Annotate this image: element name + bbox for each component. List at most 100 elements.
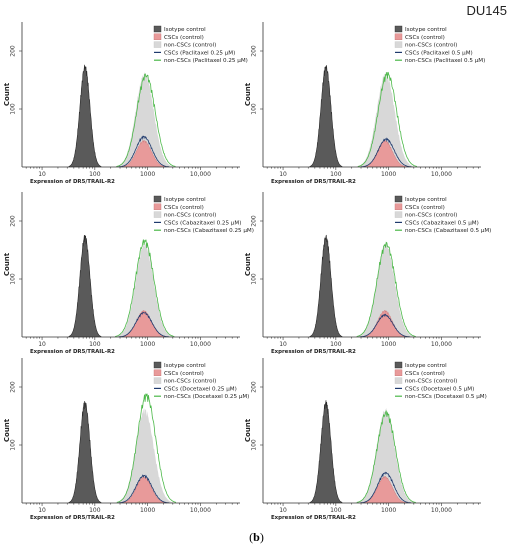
figure-caption: (b) (249, 530, 264, 544)
legend-swatch (394, 41, 403, 48)
x-axis-label: Expression of DR5/TRAIL-R2 (271, 179, 356, 185)
legend-swatch (394, 369, 403, 377)
x-tick-label: 10,000 (190, 507, 211, 514)
histogram-grid: 10 100 1000 10,000 100 200 Count Expression of … (3, 22, 491, 521)
legend-label: CSCs (control) (164, 35, 204, 41)
series-csc-treated (360, 471, 411, 503)
legend-label: Isotype control (405, 363, 447, 369)
panel-label: b (253, 530, 260, 544)
y-tick-label: 200 (10, 381, 17, 393)
x-tick-label: 1000 (140, 507, 155, 514)
x-axis-label: Expression of DR5/TRAIL-R2 (271, 349, 356, 355)
legend: Isotype control CSCs (control) non-CSCs (c… (153, 25, 248, 64)
legend-label: non-CSCs (control) (164, 213, 216, 219)
series-noncsc-treated (115, 239, 175, 337)
plot-area (309, 65, 418, 167)
legend-label: non-CSCs (Paclitaxel 0.5 μM) (405, 58, 485, 64)
legend-swatch (394, 211, 403, 218)
legend-label: Isotype control (405, 197, 447, 203)
x-tick-label: 1000 (381, 171, 396, 178)
x-tick-label: 10 (279, 507, 287, 514)
plot-area (68, 234, 175, 337)
legend-label: Isotype control (164, 27, 206, 33)
legend-swatch (153, 377, 162, 384)
x-tick-label: 1000 (381, 507, 396, 514)
y-axis-label: Count (3, 418, 11, 442)
plot-area (68, 64, 176, 167)
legend-label: non-CSCs (Paclitaxel 0.25 μM) (164, 58, 248, 64)
x-axis-label: Expression of DR5/TRAIL-R2 (30, 515, 115, 521)
series-noncsc-control (116, 242, 174, 337)
y-tick-label: 100 (10, 103, 17, 115)
x-tick-label: 10 (38, 171, 46, 178)
legend-swatch (153, 369, 162, 377)
x-tick-label: 10,000 (190, 341, 211, 348)
legend-swatch (153, 25, 162, 33)
legend-label: Isotype control (164, 197, 206, 203)
series-csc-control (361, 475, 409, 503)
y-tick-label: 200 (10, 215, 17, 227)
legend: Isotype control CSCs (control) non-CSCs (c… (153, 361, 249, 400)
x-tick-label: 1000 (140, 171, 155, 178)
x-tick-label: 10 (279, 171, 287, 178)
x-tick-label: 1000 (140, 341, 155, 348)
x-tick-label: 100 (330, 171, 342, 178)
series-noncsc-treated (116, 393, 177, 503)
legend-swatch (394, 33, 403, 41)
legend-label: non-CSCs (control) (164, 43, 216, 49)
x-tick-label: 10,000 (431, 341, 452, 348)
legend-label: CSCs (Paclitaxel 0.25 μM) (164, 50, 235, 56)
legend-label: CSCs (Docetaxel 0.5 μM) (405, 386, 474, 392)
legend-label: non-CSCs (control) (405, 43, 457, 49)
y-axis-label: Count (244, 252, 252, 276)
series-noncsc-treated (356, 241, 416, 337)
x-axis-label: Expression of DR5/TRAIL-R2 (271, 515, 356, 521)
histogram-panel-2: 10 100 1000 10,000 100 200 Count Expression of … (244, 22, 485, 185)
legend-label: CSCs (control) (405, 35, 445, 41)
y-axis-label: Count (3, 252, 11, 276)
series-noncsc-treated (357, 71, 418, 167)
legend-label: non-CSCs (Cabazitaxel 0.25 μM) (164, 228, 254, 234)
series-isotype-control (68, 64, 102, 167)
series-isotype-control (309, 234, 343, 337)
legend-label: non-CSCs (control) (405, 213, 457, 219)
series-isotype-control (309, 65, 343, 167)
legend-swatch (394, 361, 403, 369)
series-isotype-control (68, 401, 102, 503)
series-noncsc-control (357, 71, 415, 167)
legend-label: CSCs (Cabazitaxel 0.5 μM) (405, 220, 479, 226)
figure-title: DU145 (466, 3, 507, 18)
x-tick-label: 10 (38, 341, 46, 348)
y-axis-label: Count (244, 82, 252, 106)
series-csc-treated (118, 311, 170, 337)
histogram-panel-4: 10 100 1000 10,000 100 200 Count Expression of … (244, 192, 491, 355)
y-axis-label: Count (3, 82, 11, 106)
x-tick-label: 10 (38, 507, 46, 514)
legend-swatch (153, 33, 162, 41)
x-tick-label: 100 (89, 341, 101, 348)
histogram-panel-5: 10 100 1000 10,000 100 200 Count Expression of … (3, 358, 249, 521)
series-csc-treated (360, 137, 412, 167)
y-tick-label: 100 (10, 439, 17, 451)
legend-label: CSCs (Docetaxel 0.25 μM) (164, 386, 237, 392)
y-tick-label: 200 (251, 215, 258, 227)
series-noncsc-treated (356, 410, 416, 503)
legend-swatch (153, 211, 162, 218)
legend-label: non-CSCs (control) (405, 379, 457, 385)
plot-area (68, 393, 177, 503)
y-tick-label: 100 (251, 273, 258, 285)
legend: Isotype control CSCs (control) non-CSCs (c… (394, 195, 491, 234)
legend-swatch (394, 25, 403, 33)
x-tick-label: 100 (330, 341, 342, 348)
series-csc-control (120, 139, 168, 167)
legend-label: CSCs (Cabazitaxel 0.25 μM) (164, 220, 241, 226)
x-tick-label: 1000 (381, 341, 396, 348)
x-tick-label: 100 (89, 507, 101, 514)
legend-label: CSCs (control) (164, 371, 204, 377)
histogram-panel-3: 10 100 1000 10,000 100 200 Count Expression of … (3, 192, 254, 355)
y-axis-label: Count (244, 418, 252, 442)
x-tick-label: 10,000 (190, 171, 211, 178)
series-isotype-control (309, 400, 343, 503)
series-csc-treated (359, 313, 411, 337)
x-tick-label: 10,000 (431, 507, 452, 514)
